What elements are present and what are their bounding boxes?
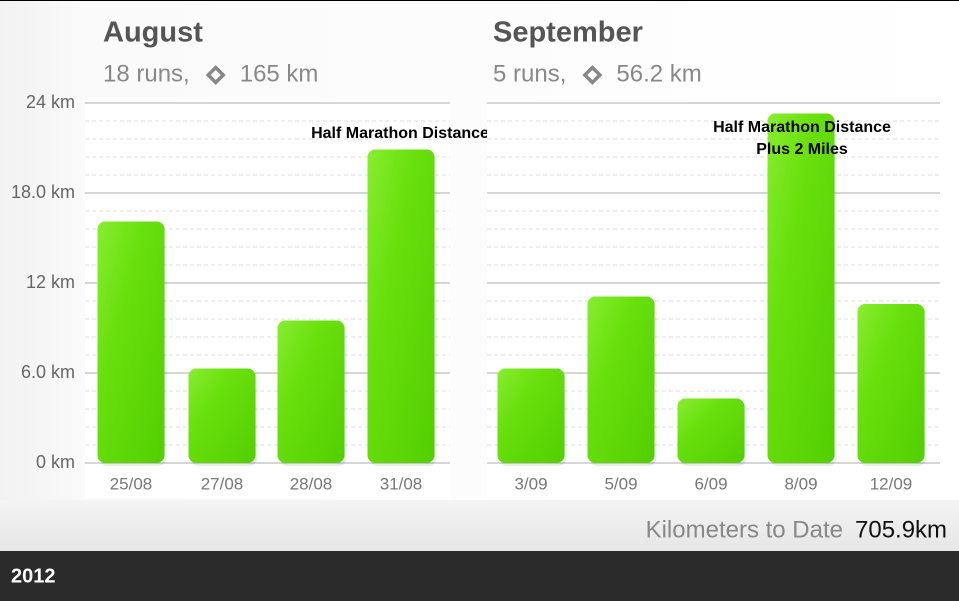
annotation: Plus 2 Miles	[756, 141, 848, 158]
y-tick-label: 12 km	[26, 272, 75, 292]
x-tick-label: 31/08	[380, 474, 423, 493]
distance-icon	[205, 65, 226, 85]
bar-gloss	[587, 296, 655, 463]
footer-area	[0, 500, 959, 551]
runs: 5 runs,	[493, 60, 566, 87]
x-tick-label: 12/09	[870, 474, 913, 493]
y-tick-label: 18.0 km	[11, 182, 75, 202]
y-tick-label: 6.0 km	[21, 362, 75, 382]
y-tick-label: 24 km	[26, 92, 75, 112]
annotation: Half Marathon Distance	[311, 125, 489, 142]
chart-title: August	[103, 17, 203, 49]
total-value: 705.9km	[855, 516, 947, 543]
x-tick-label: 6/09	[694, 474, 727, 493]
x-tick-label: 8/09	[784, 474, 817, 493]
y-tick-label: 0 km	[36, 452, 75, 472]
bar-gloss	[188, 368, 256, 463]
year: 2012	[11, 565, 56, 587]
x-tick-label: 27/08	[201, 474, 244, 493]
distance-icon	[582, 65, 603, 85]
annotation: Half Marathon Distance	[713, 119, 891, 136]
x-tick-label: 5/09	[604, 474, 637, 493]
year-bar	[0, 551, 959, 601]
bar-gloss	[97, 221, 165, 463]
bar-gloss	[767, 113, 835, 463]
chart-title: September	[493, 17, 643, 49]
charts: 0 km 6.0 km 12 km 18.0 km 24 km August 18 runs…	[11, 17, 940, 498]
bar-gloss	[277, 320, 345, 463]
x-tick-label: 28/08	[290, 474, 333, 493]
bar-gloss	[857, 304, 925, 463]
x-tick-label: 3/09	[514, 474, 547, 493]
x-tick-label: 25/08	[110, 474, 153, 493]
runs: 18 runs,	[103, 60, 190, 87]
bar-gloss	[497, 368, 565, 463]
total-label: Kilometers to Date	[646, 516, 843, 543]
bar-gloss	[367, 149, 435, 463]
bar-gloss	[677, 398, 745, 463]
distance: 56.2 km	[616, 60, 701, 87]
distance: 165 km	[240, 60, 319, 87]
